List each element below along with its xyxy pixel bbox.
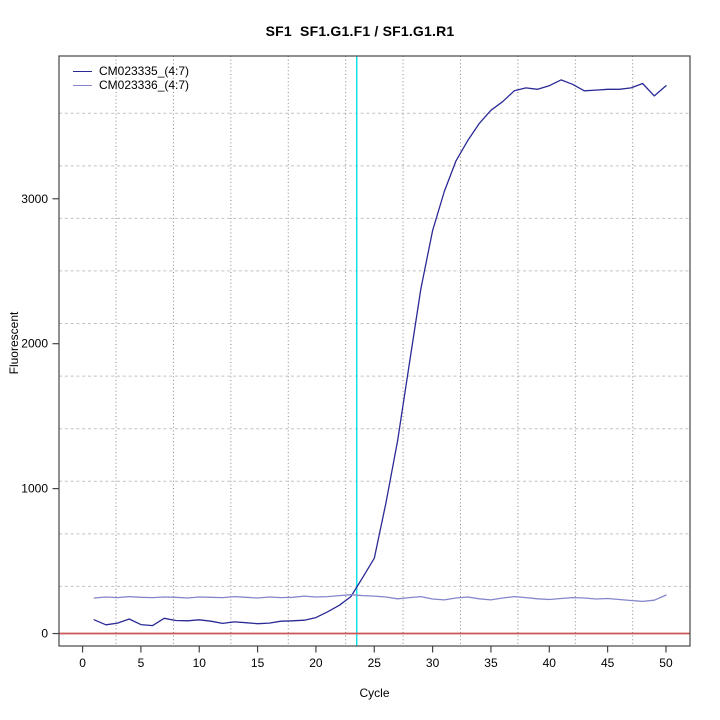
legend-label-cm023336: CM023336_(4:7) <box>99 78 190 92</box>
x-tick-label: 50 <box>659 656 673 670</box>
legend-item-cm023336: CM023336_(4:7) <box>73 78 189 92</box>
x-tick-label: 45 <box>601 656 615 670</box>
x-tick-label: 40 <box>543 656 557 670</box>
x-axis-title: Cycle <box>359 686 390 700</box>
x-tick-label: 20 <box>309 656 323 670</box>
legend-item-cm023335: CM023335_(4:7) <box>73 64 189 78</box>
x-tick-label: 35 <box>484 656 498 670</box>
series-line-1 <box>93 594 667 603</box>
legend-line-swatch-cm023336 <box>73 84 92 86</box>
x-tick-label: 10 <box>193 656 207 670</box>
y-axis-title: Fluorescent <box>7 311 21 375</box>
x-tick-label: 25 <box>368 656 382 670</box>
plot-legend: CM023335_(4:7) CM023336_(4:7) <box>73 64 189 92</box>
y-tick-label: 1000 <box>21 482 48 496</box>
plot-title: SF1 SF1.G1.F1 / SF1.G1.R1 <box>265 23 455 39</box>
y-tick-label: 3000 <box>21 192 48 206</box>
x-tick-label: 5 <box>138 656 145 670</box>
series-line-0 <box>93 79 667 627</box>
legend-label-cm023335: CM023335_(4:7) <box>99 64 190 78</box>
x-tick-label: 30 <box>426 656 440 670</box>
legend-line-swatch-cm023335 <box>73 70 92 72</box>
y-tick-label: 0 <box>41 627 48 641</box>
x-tick-label: 0 <box>79 656 86 670</box>
y-tick-label: 2000 <box>21 337 48 351</box>
x-tick-label: 15 <box>251 656 265 670</box>
